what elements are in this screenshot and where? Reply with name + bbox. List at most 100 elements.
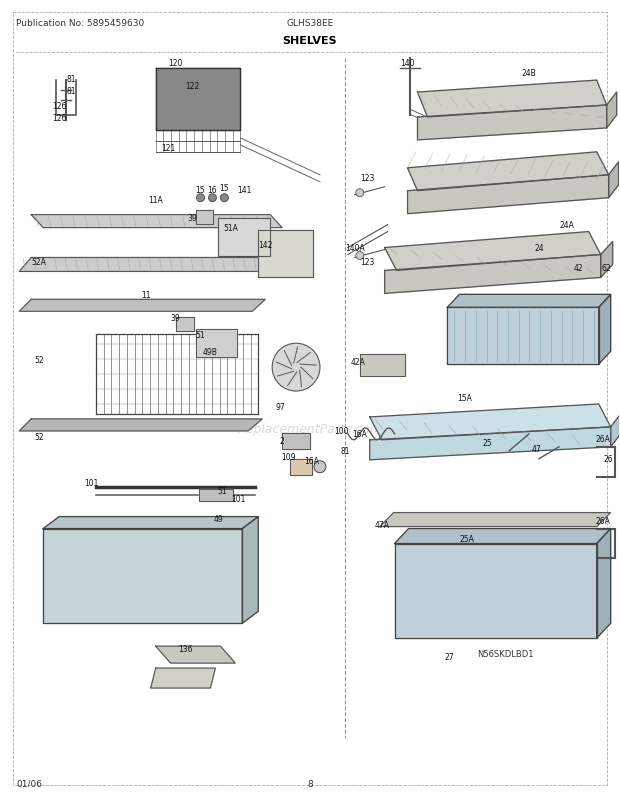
Polygon shape <box>360 354 405 377</box>
Text: 100: 100 <box>335 427 349 435</box>
Text: 25A: 25A <box>460 534 475 543</box>
Text: 8: 8 <box>307 779 313 788</box>
Polygon shape <box>370 404 611 440</box>
Polygon shape <box>175 318 193 332</box>
Polygon shape <box>596 529 611 638</box>
Text: GLHS38EE: GLHS38EE <box>286 19 334 28</box>
Text: 142: 142 <box>258 241 272 249</box>
Text: 122: 122 <box>185 82 200 91</box>
Polygon shape <box>43 517 259 529</box>
Polygon shape <box>218 218 270 256</box>
Polygon shape <box>195 210 213 225</box>
Text: 52: 52 <box>34 355 44 364</box>
Circle shape <box>314 461 326 473</box>
Text: 51: 51 <box>218 487 227 496</box>
Text: 25: 25 <box>482 439 492 448</box>
Text: 42A: 42A <box>350 357 365 367</box>
Text: 126: 126 <box>52 115 66 124</box>
Polygon shape <box>370 427 611 460</box>
Circle shape <box>272 344 320 391</box>
Polygon shape <box>19 300 265 312</box>
Text: 81: 81 <box>340 447 350 456</box>
Polygon shape <box>156 646 236 663</box>
Polygon shape <box>417 106 606 140</box>
Text: 123: 123 <box>361 174 375 183</box>
Text: 140: 140 <box>401 59 415 67</box>
Text: 121: 121 <box>162 144 175 153</box>
Polygon shape <box>601 242 613 278</box>
Text: 24B: 24B <box>521 68 536 78</box>
Text: 97: 97 <box>275 403 285 412</box>
Polygon shape <box>611 415 620 448</box>
Polygon shape <box>242 517 259 623</box>
Polygon shape <box>407 152 609 192</box>
Text: 11A: 11A <box>148 196 163 205</box>
Circle shape <box>356 252 364 260</box>
Text: 136: 136 <box>179 644 193 653</box>
Text: 51: 51 <box>196 330 205 339</box>
Circle shape <box>197 194 205 202</box>
Circle shape <box>208 194 216 202</box>
Text: 15: 15 <box>196 186 205 195</box>
Polygon shape <box>19 419 262 431</box>
Text: 49B: 49B <box>203 347 218 356</box>
Text: 16A: 16A <box>304 456 319 466</box>
Text: 16A: 16A <box>352 430 367 439</box>
Text: 24: 24 <box>534 244 544 253</box>
Polygon shape <box>282 433 310 449</box>
Text: 123: 123 <box>361 257 375 266</box>
Text: 51A: 51A <box>223 224 238 233</box>
Text: 141: 141 <box>237 186 252 195</box>
Text: 42: 42 <box>574 264 583 273</box>
Text: 24A: 24A <box>559 221 574 230</box>
Polygon shape <box>394 544 596 638</box>
Polygon shape <box>259 230 313 278</box>
Text: 39: 39 <box>170 314 180 322</box>
Polygon shape <box>290 460 312 475</box>
Text: Publication No: 5895459630: Publication No: 5895459630 <box>16 19 144 28</box>
Text: 27: 27 <box>445 652 454 661</box>
Text: 15: 15 <box>219 184 229 193</box>
Polygon shape <box>599 295 611 365</box>
Text: 47: 47 <box>532 445 542 454</box>
Text: 2: 2 <box>280 437 285 446</box>
Polygon shape <box>43 529 242 623</box>
Polygon shape <box>609 163 619 198</box>
Text: 11: 11 <box>141 290 151 299</box>
Text: 101: 101 <box>231 495 246 504</box>
Text: 26A: 26A <box>595 435 610 444</box>
Text: N56SKDLBD1: N56SKDLBD1 <box>477 650 534 658</box>
Text: 126: 126 <box>52 101 66 111</box>
Polygon shape <box>195 330 237 358</box>
Text: 140A: 140A <box>345 244 365 253</box>
Polygon shape <box>407 176 609 214</box>
Text: ReplacementParts.com: ReplacementParts.com <box>237 423 383 435</box>
Polygon shape <box>394 529 611 544</box>
Text: 47A: 47A <box>374 520 389 529</box>
Polygon shape <box>379 513 611 527</box>
Polygon shape <box>151 668 215 688</box>
Circle shape <box>356 189 364 197</box>
Text: 120: 120 <box>169 59 183 67</box>
Text: 39: 39 <box>188 214 197 223</box>
Polygon shape <box>384 233 601 271</box>
Polygon shape <box>156 69 241 131</box>
Text: 101: 101 <box>84 479 98 488</box>
Text: 16: 16 <box>208 186 217 195</box>
Circle shape <box>220 194 228 202</box>
Text: SHELVES: SHELVES <box>283 36 337 47</box>
Text: 81: 81 <box>66 87 76 95</box>
Polygon shape <box>417 81 606 118</box>
Text: 109: 109 <box>281 453 295 462</box>
Text: 15A: 15A <box>457 393 472 402</box>
Text: 49: 49 <box>213 514 223 524</box>
Polygon shape <box>19 258 280 272</box>
Polygon shape <box>198 489 233 501</box>
Polygon shape <box>31 216 282 229</box>
Text: 52A: 52A <box>32 257 46 266</box>
Text: 26: 26 <box>604 455 613 464</box>
Text: 01/06: 01/06 <box>16 779 42 788</box>
Text: 26A: 26A <box>595 516 610 525</box>
Polygon shape <box>448 308 599 365</box>
Text: 52: 52 <box>34 433 44 442</box>
